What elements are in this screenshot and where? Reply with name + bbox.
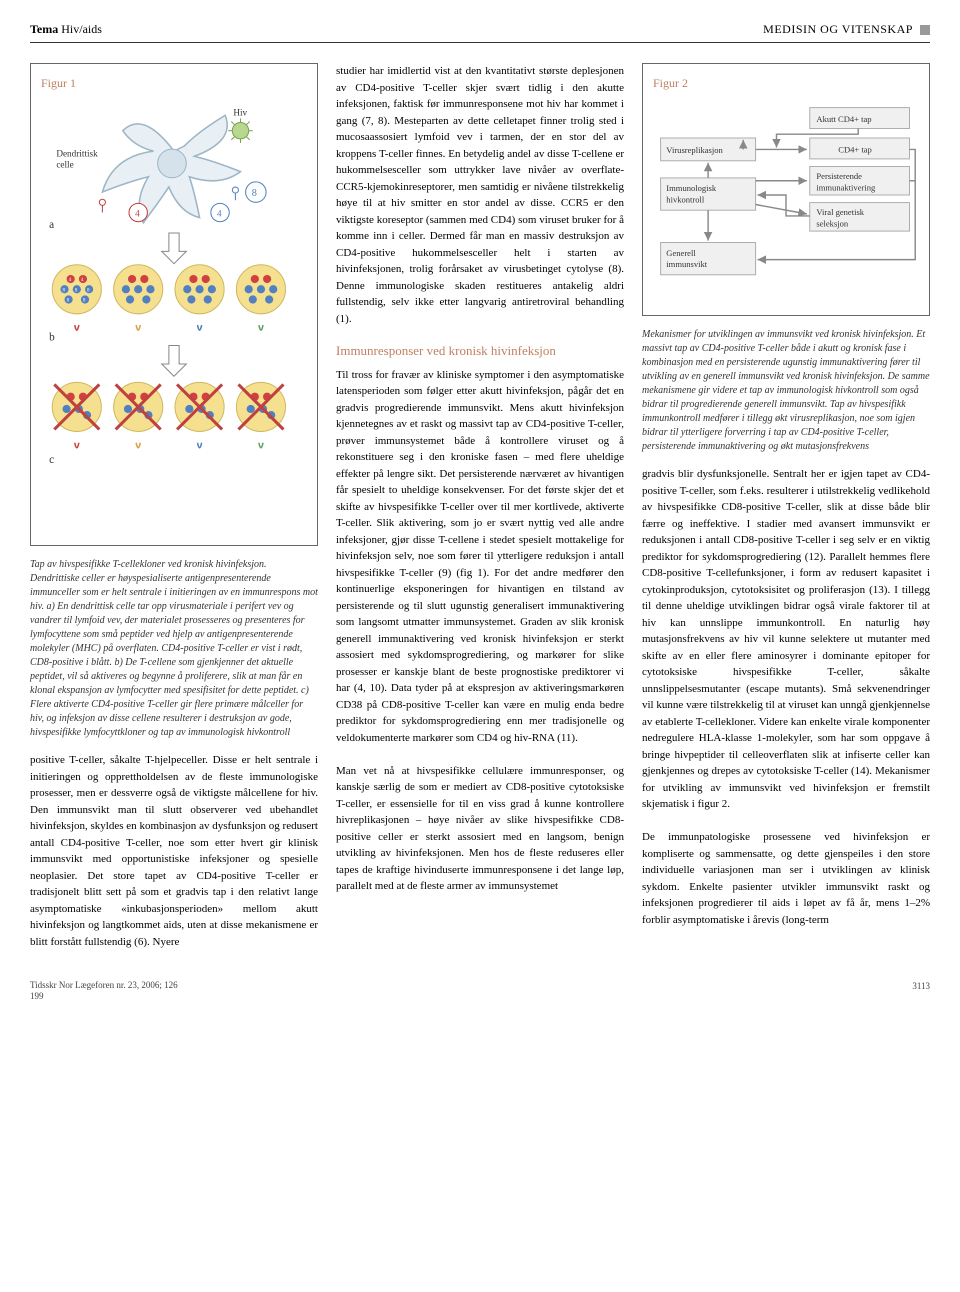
svg-text:celle: celle xyxy=(56,160,73,170)
header-right-text: MEDISIN OG VITENSKAP xyxy=(763,22,912,36)
page-footer: Tidsskr Nor Lægeforen nr. 23, 2006; 126 … xyxy=(30,980,930,1002)
svg-text:Immunologisk: Immunologisk xyxy=(666,183,717,193)
figure-2-title: Figur 2 xyxy=(653,74,919,92)
col3-body-text: gradvis blir dysfunksjonelle. Sentralt h… xyxy=(642,466,930,928)
svg-text:4: 4 xyxy=(69,277,72,283)
svg-text:CD4+ tap: CD4+ tap xyxy=(838,144,872,154)
svg-text:Dendrittisk: Dendrittisk xyxy=(56,148,98,158)
figure-1-caption: Tap av hivspesifikke T-cellekloner ved k… xyxy=(30,558,318,740)
header-right: MEDISIN OG VITENSKAP xyxy=(763,20,930,38)
col2-top-text: studier har imidlertid vist at den kvant… xyxy=(336,63,624,327)
header-section-rest: Hiv/aids xyxy=(58,22,102,36)
col2-bottom: Til tross for fravær av kliniske symptom… xyxy=(336,367,624,895)
col2-subhead: Immunresponser ved kronisk hivinfeksjon xyxy=(336,341,624,361)
figure-2-caption: Mekanismer for utviklingen av immunsvikt… xyxy=(642,328,930,454)
figure-2-box: Figur 2 Virusreplikasjon Immunologisk hi… xyxy=(642,63,930,316)
row-b-clusters: 44 888 88 xyxy=(52,265,285,314)
column-2: studier har imidlertid vist at den kvant… xyxy=(336,63,624,950)
column-1: Figur 1 Dendrittisk celle Hiv xyxy=(30,63,318,950)
svg-text:a: a xyxy=(49,219,54,231)
footer-journal: Tidsskr Nor Lægeforen nr. 23, 2006; 126 xyxy=(30,980,178,990)
svg-text:immunsvikt: immunsvikt xyxy=(666,259,707,269)
svg-text:Akutt CD4+ tap: Akutt CD4+ tap xyxy=(816,114,871,124)
col1-body: positive T-celler, såkalte T-hjelpecelle… xyxy=(30,752,318,950)
svg-text:c: c xyxy=(49,454,54,466)
svg-text:8: 8 xyxy=(62,287,65,293)
col3-body: gradvis blir dysfunksjonelle. Sentralt h… xyxy=(642,466,930,928)
col2-top: studier har imidlertid vist at den kvant… xyxy=(336,63,624,327)
col1-body-text: positive T-celler, såkalte T-hjelpecelle… xyxy=(30,752,318,950)
svg-text:hivkontroll: hivkontroll xyxy=(666,195,705,205)
svg-text:8: 8 xyxy=(83,298,86,304)
svg-text:Hiv: Hiv xyxy=(233,107,247,117)
svg-text:8: 8 xyxy=(87,287,90,293)
page-header: Tema Hiv/aids MEDISIN OG VITENSKAP xyxy=(30,20,930,43)
column-3: Figur 2 Virusreplikasjon Immunologisk hi… xyxy=(642,63,930,950)
figure-2-svg: Virusreplikasjon Immunologisk hivkontrol… xyxy=(653,100,919,300)
svg-text:immunaktivering: immunaktivering xyxy=(816,182,876,192)
row-c-clusters xyxy=(52,382,285,431)
header-section-bold: Tema xyxy=(30,22,58,36)
svg-text:Generell: Generell xyxy=(666,248,696,258)
figure-1-svg: Dendrittisk celle Hiv 4 xyxy=(41,100,307,530)
col2-bottom-text: Til tross for fravær av kliniske symptom… xyxy=(336,367,624,895)
svg-text:4: 4 xyxy=(135,209,140,219)
figure-1-title: Figur 1 xyxy=(41,74,307,92)
svg-text:Persisterende: Persisterende xyxy=(816,171,862,181)
svg-text:4: 4 xyxy=(81,277,84,283)
header-square-icon xyxy=(920,25,930,35)
footer-extra: 199 xyxy=(30,991,44,1001)
svg-text:seleksjon: seleksjon xyxy=(816,218,849,228)
svg-text:8: 8 xyxy=(75,287,78,293)
header-section: Tema Hiv/aids xyxy=(30,20,102,38)
footer-page: 3113 xyxy=(912,980,930,1002)
main-columns: Figur 1 Dendrittisk celle Hiv xyxy=(30,63,930,950)
figure-1-box: Figur 1 Dendrittisk celle Hiv xyxy=(30,63,318,546)
svg-text:8: 8 xyxy=(67,298,70,304)
footer-left: Tidsskr Nor Lægeforen nr. 23, 2006; 126 … xyxy=(30,980,178,1002)
svg-text:4: 4 xyxy=(217,209,222,219)
svg-text:Virusreplikasjon: Virusreplikasjon xyxy=(666,145,723,155)
svg-text:8: 8 xyxy=(252,188,257,199)
svg-text:b: b xyxy=(49,331,55,343)
svg-text:Viral genetisk: Viral genetisk xyxy=(816,207,864,217)
